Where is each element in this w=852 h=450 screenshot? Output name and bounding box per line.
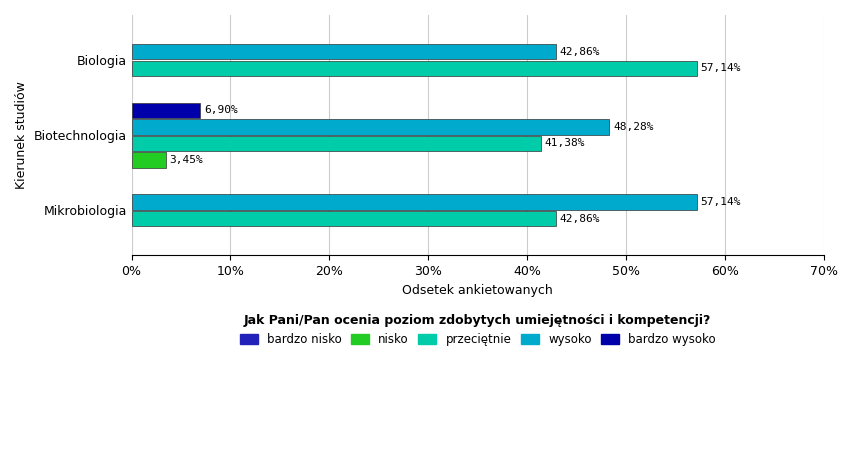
Bar bbox=[131, 211, 555, 226]
Bar bbox=[131, 61, 696, 76]
Bar bbox=[131, 119, 608, 135]
Bar bbox=[131, 153, 165, 168]
Text: 48,28%: 48,28% bbox=[613, 122, 653, 132]
Bar bbox=[131, 194, 696, 210]
X-axis label: Odsetek ankietowanych: Odsetek ankietowanych bbox=[402, 284, 552, 297]
Text: 3,45%: 3,45% bbox=[170, 155, 203, 165]
Text: 6,90%: 6,90% bbox=[204, 105, 237, 116]
Text: 41,38%: 41,38% bbox=[544, 139, 584, 148]
Bar bbox=[131, 44, 555, 59]
Text: 42,86%: 42,86% bbox=[559, 47, 599, 57]
Bar bbox=[131, 103, 199, 118]
Legend: bardzo nisko, nisko, przeciętnie, wysoko, bardzo wysoko: bardzo nisko, nisko, przeciętnie, wysoko… bbox=[235, 310, 720, 351]
Y-axis label: Kierunek studiów: Kierunek studiów bbox=[15, 81, 28, 189]
Text: 42,86%: 42,86% bbox=[559, 214, 599, 224]
Text: 57,14%: 57,14% bbox=[700, 197, 740, 207]
Bar bbox=[131, 136, 540, 151]
Text: 57,14%: 57,14% bbox=[700, 63, 740, 73]
